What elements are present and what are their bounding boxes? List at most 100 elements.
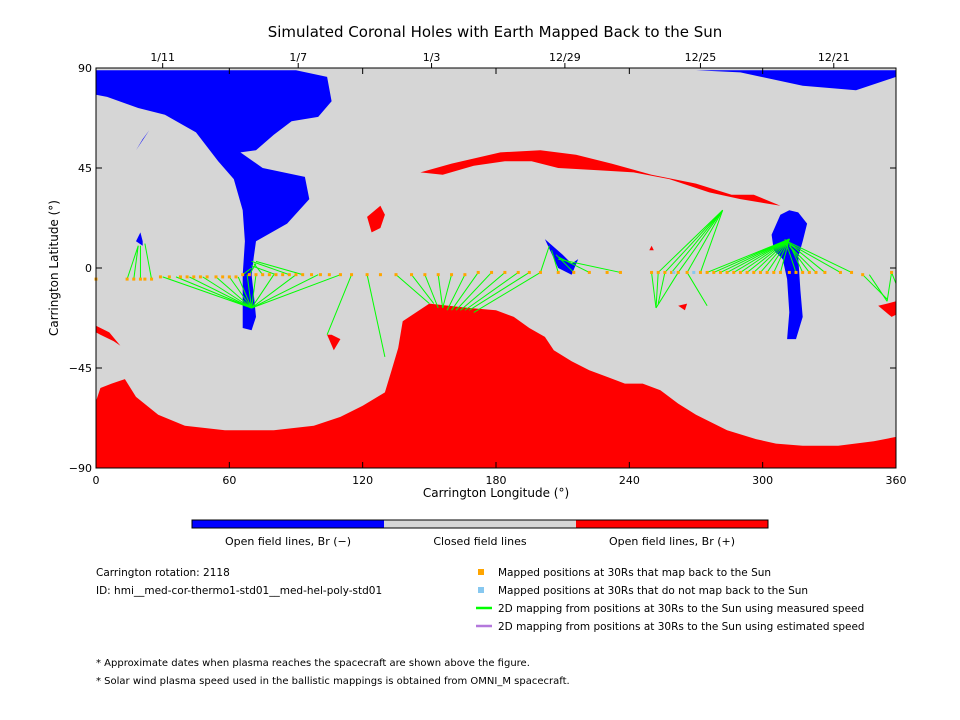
colorbar: Open field lines, Br (−) Closed field lin… — [191, 519, 769, 548]
mapped-points — [94, 270, 894, 281]
mapped-point — [185, 275, 189, 279]
mapped-point — [850, 270, 854, 274]
measured-mapping-line — [251, 274, 341, 309]
x-tick-label: 120 — [352, 474, 373, 487]
mapped-point — [732, 270, 736, 274]
measured-mapping-line — [789, 243, 841, 273]
mapped-point — [378, 273, 382, 277]
measured-mapping-line — [411, 274, 435, 304]
y-tick-label: −90 — [69, 462, 92, 475]
legend-label: Mapped positions at 30Rs that do not map… — [498, 585, 808, 597]
measured-mapping-line — [133, 245, 139, 280]
measured-mapping-line — [228, 276, 252, 309]
mapping-lines — [95, 209, 897, 357]
legend-label: Mapped positions at 30Rs that map back t… — [498, 567, 771, 579]
measured-mapping-line — [189, 276, 252, 309]
x-tick-label: 240 — [619, 474, 640, 487]
measured-mapping-line — [253, 263, 264, 275]
mapped-point — [765, 270, 769, 274]
mapped-point — [656, 270, 660, 274]
legend: Mapped positions at 30Rs that map back t… — [476, 567, 865, 633]
mapped-point — [516, 270, 520, 274]
mapped-point — [463, 273, 467, 277]
measured-mapping-line — [726, 238, 790, 273]
y-tick-label: 45 — [78, 162, 92, 175]
measured-mapping-line — [886, 272, 893, 302]
colorbar-segment — [192, 520, 384, 528]
measured-mapping-line — [395, 274, 430, 304]
mapped-point — [192, 275, 196, 279]
mapped-point — [274, 273, 278, 277]
measured-mapping-line — [455, 272, 492, 311]
legend-label: 2D mapping from positions at 30Rs to the… — [498, 603, 864, 615]
mapped-point — [205, 275, 209, 279]
positive-polarity-region-0 — [96, 325, 121, 346]
measured-mapping-line — [539, 245, 550, 273]
mapped-point — [725, 270, 729, 274]
mapped-point — [738, 270, 742, 274]
measured-mapping-line — [686, 272, 708, 307]
measured-mapping-line — [326, 274, 353, 335]
mapped-point — [138, 277, 142, 281]
note-dates: * Approximate dates when plasma reaches … — [96, 658, 530, 669]
x-tick-label: 360 — [886, 474, 907, 487]
mapped-point — [745, 270, 749, 274]
mapped-point — [178, 275, 182, 279]
mapped-point — [807, 270, 811, 274]
mapped-point — [787, 270, 791, 274]
mapped-point — [198, 275, 202, 279]
x-axis-label: Carrington Longitude (°) — [423, 486, 569, 500]
date-label: 12/25 — [685, 51, 717, 64]
mapped-point — [705, 270, 709, 274]
legend-label: 2D mapping from positions at 30Rs to the… — [498, 621, 865, 633]
legend-swatch — [478, 569, 484, 575]
measured-mapping-line — [786, 240, 852, 273]
measured-mapping-line — [446, 274, 466, 311]
positive-polarity-region-3 — [420, 150, 781, 206]
unmapped-point — [692, 270, 696, 274]
measured-mapping-line — [784, 238, 797, 273]
measured-mapping-line — [473, 272, 541, 313]
mapped-point — [572, 270, 576, 274]
negative-polarity-region-0 — [96, 70, 332, 331]
measured-mapping-line — [557, 256, 590, 273]
measured-mapping-line — [460, 272, 506, 311]
measured-mapping-line — [251, 274, 319, 309]
measured-mapping-line — [558, 258, 621, 273]
mapped-point — [214, 275, 218, 279]
date-label: 1/7 — [289, 51, 307, 64]
colorbar-label: Open field lines, Br (−) — [225, 535, 351, 548]
measured-mapping-line — [202, 276, 252, 309]
mapped-point — [490, 270, 494, 274]
colorbar-frame — [191, 519, 769, 529]
measured-mapping-line — [766, 238, 790, 273]
measured-mapping-line — [437, 274, 444, 309]
measured-mapping-line — [753, 238, 790, 273]
mapped-point — [538, 270, 542, 274]
y-tick-label: −45 — [69, 362, 92, 375]
mapped-point — [394, 273, 398, 277]
mapped-point — [158, 275, 162, 279]
measured-mapping-line — [162, 276, 252, 309]
mapped-point — [758, 270, 762, 274]
top-date-axis: 1/11 1/7 1/3 12/29 12/25 12/21 — [150, 51, 850, 68]
mapped-point — [605, 270, 609, 274]
measured-mapping-line — [451, 272, 479, 311]
measured-mapping-line — [255, 260, 303, 276]
negative-polarity-region-1 — [136, 130, 150, 151]
colorbar-segment — [384, 520, 576, 528]
measured-mapping-line — [251, 274, 275, 309]
mapped-point — [318, 273, 322, 277]
mapped-point — [752, 270, 756, 274]
measured-mapping-line — [789, 243, 826, 273]
x-tick-label: 60 — [222, 474, 236, 487]
y-tick-label: 90 — [78, 62, 92, 75]
colorbar-label: Closed field lines — [433, 535, 527, 548]
measured-mapping-line — [551, 250, 559, 273]
measured-mapping-line — [442, 274, 453, 309]
plot-area — [94, 67, 897, 469]
x-axis: 0 60 120 180 240 300 360 — [93, 68, 907, 487]
measured-mapping-line — [868, 274, 888, 302]
mapped-point — [247, 273, 251, 277]
